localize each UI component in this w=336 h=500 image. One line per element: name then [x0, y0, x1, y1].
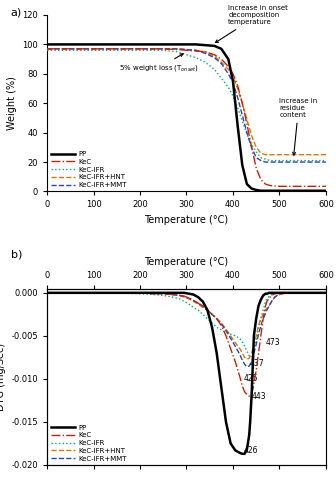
Legend: PP, KeC, KeC-IFR, KeC-IFR+HNT, KeC-IFR+MMT: PP, KeC, KeC-IFR, KeC-IFR+HNT, KeC-IFR+M… [50, 151, 127, 188]
X-axis label: Temperature (°C): Temperature (°C) [144, 257, 228, 267]
Text: 473: 473 [266, 338, 281, 346]
Text: 443: 443 [252, 392, 267, 401]
Text: a): a) [11, 8, 22, 18]
Text: Increase in
residue
content: Increase in residue content [280, 98, 318, 155]
Text: 425: 425 [244, 374, 259, 383]
Text: 437: 437 [250, 359, 264, 368]
Text: 426: 426 [244, 446, 259, 455]
Y-axis label: Weight (%): Weight (%) [7, 76, 17, 130]
Text: 5% weight loss (T$_{onset}$): 5% weight loss (T$_{onset}$) [119, 54, 199, 73]
X-axis label: Temperature (°C): Temperature (°C) [144, 215, 228, 225]
Text: Increase in onset
decomposition
temperature: Increase in onset decomposition temperat… [215, 6, 288, 43]
Legend: PP, KeC, KeC-IFR, KeC-IFR+HNT, KeC-IFR+MMT: PP, KeC, KeC-IFR, KeC-IFR+HNT, KeC-IFR+M… [50, 424, 127, 462]
Text: b): b) [11, 250, 22, 260]
Y-axis label: DTG (mg/Sec): DTG (mg/Sec) [0, 342, 6, 411]
